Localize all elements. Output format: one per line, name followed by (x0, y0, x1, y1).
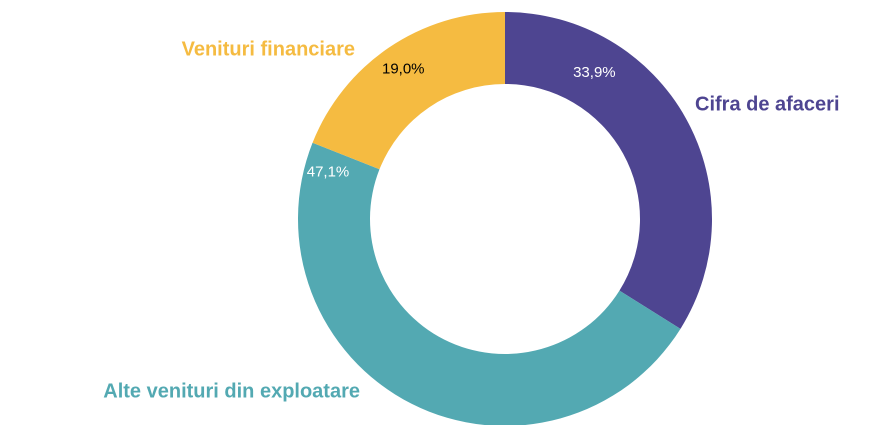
donut-segment (312, 12, 505, 170)
donut-segment (298, 142, 681, 425)
value-label: 19,0% (382, 60, 425, 77)
category-label: Venituri financiare (182, 38, 355, 60)
category-label: Alte venituri din exploatare (103, 380, 360, 402)
value-label: 33,9% (573, 64, 616, 81)
donut-segment (505, 12, 712, 329)
category-label: Cifra de afaceri (695, 93, 840, 115)
value-label: 47,1% (307, 163, 350, 180)
